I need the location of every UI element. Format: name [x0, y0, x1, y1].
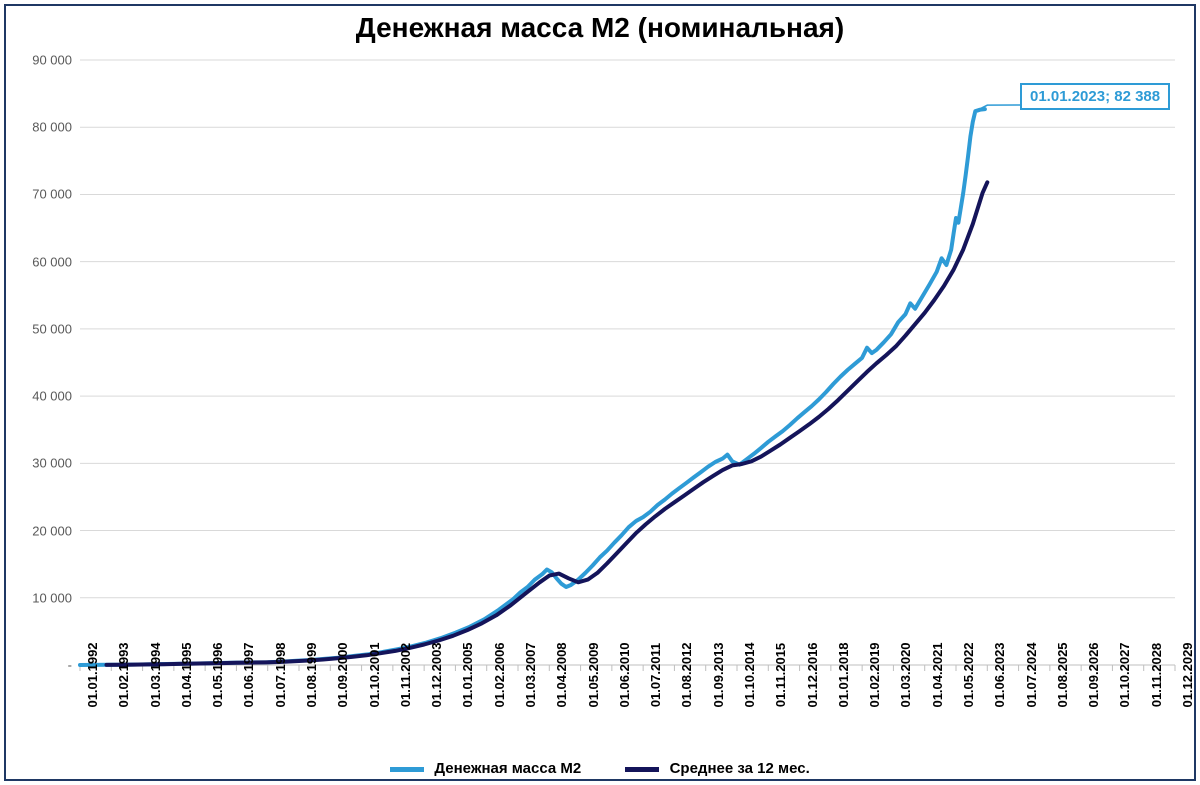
x-tick-label: 01.07.1998	[273, 642, 288, 707]
x-tick-label: 01.10.2027	[1117, 642, 1132, 707]
x-tick-label: 01.12.2016	[805, 642, 820, 707]
x-tick-label: 01.10.2014	[742, 642, 757, 707]
series-line	[107, 182, 988, 665]
legend-swatch-m2	[390, 767, 424, 772]
x-tick-label: 01.09.2000	[335, 642, 350, 707]
x-tick-label: 01.04.2021	[930, 642, 945, 707]
y-tick-label: 50 000	[12, 321, 72, 336]
y-tick-label: -	[12, 658, 72, 673]
x-tick-label: 01.08.2012	[679, 642, 694, 707]
x-tick-label: 01.03.2007	[523, 642, 538, 707]
x-tick-label: 01.07.2024	[1024, 642, 1039, 707]
x-tick-label: 01.11.2002	[398, 643, 413, 707]
x-tick-label: 01.05.1996	[210, 642, 225, 707]
x-tick-label: 01.01.1992	[85, 642, 100, 707]
x-tick-label: 01.06.2023	[992, 642, 1007, 707]
x-tick-label: 01.01.2005	[460, 642, 475, 707]
x-tick-label: 01.04.2008	[554, 642, 569, 707]
x-tick-label: 01.07.2011	[648, 643, 663, 707]
x-tick-label: 01.05.2022	[961, 642, 976, 707]
y-tick-label: 70 000	[12, 187, 72, 202]
x-tick-label: 01.11.2028	[1149, 643, 1164, 707]
x-tick-label: 01.12.2029	[1180, 642, 1195, 707]
x-tick-label: 01.06.2010	[617, 642, 632, 707]
chart-title: Денежная масса М2 (номинальная)	[0, 12, 1200, 44]
y-tick-label: 10 000	[12, 590, 72, 605]
x-tick-label: 01.08.2025	[1055, 642, 1070, 707]
legend-label-m2: Денежная масса М2	[434, 760, 581, 777]
legend-label-avg12: Среднее за 12 мес.	[670, 760, 810, 777]
x-tick-label: 01.01.2018	[836, 642, 851, 707]
x-tick-label: 01.09.2026	[1086, 642, 1101, 707]
x-tick-label: 01.11.2015	[773, 643, 788, 707]
x-tick-label: 01.12.2003	[429, 642, 444, 707]
x-tick-label: 01.02.2019	[867, 642, 882, 707]
x-tick-label: 01.03.2020	[898, 642, 913, 707]
legend-item-avg12: Среднее за 12 мес.	[625, 760, 809, 777]
legend-swatch-avg12	[625, 767, 659, 772]
y-tick-label: 90 000	[12, 53, 72, 68]
plot-svg	[80, 60, 1175, 665]
y-tick-label: 60 000	[12, 254, 72, 269]
x-tick-label: 01.05.2009	[586, 642, 601, 707]
x-tick-label: 01.04.1995	[179, 642, 194, 707]
x-tick-label: 01.10.2001	[367, 642, 382, 707]
x-tick-label: 01.06.1997	[241, 642, 256, 707]
chart-container: Денежная масса М2 (номинальная) - 10 000 2…	[0, 0, 1200, 785]
legend: Денежная масса М2 Среднее за 12 мес.	[0, 760, 1200, 777]
y-tick-label: 80 000	[12, 120, 72, 135]
x-tick-label: 01.09.2013	[711, 642, 726, 707]
x-tick-label: 01.03.1994	[148, 642, 163, 707]
x-tick-label: 01.02.1993	[116, 642, 131, 707]
y-tick-label: 20 000	[12, 523, 72, 538]
x-tick-label: 01.08.1999	[304, 642, 319, 707]
y-tick-label: 40 000	[12, 389, 72, 404]
y-tick-label: 30 000	[12, 456, 72, 471]
x-tick-label: 01.02.2006	[492, 642, 507, 707]
series-data-label: 01.01.2023; 82 388	[1020, 83, 1170, 110]
legend-item-m2: Денежная масса М2	[390, 760, 581, 777]
plot-area	[80, 60, 1175, 665]
